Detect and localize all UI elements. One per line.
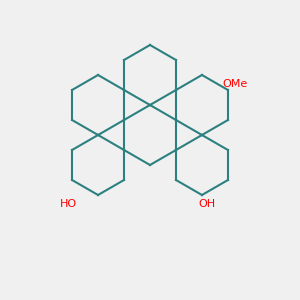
Text: OH: OH: [198, 199, 215, 209]
Text: HO: HO: [60, 199, 77, 209]
Text: OMe: OMe: [222, 79, 247, 89]
